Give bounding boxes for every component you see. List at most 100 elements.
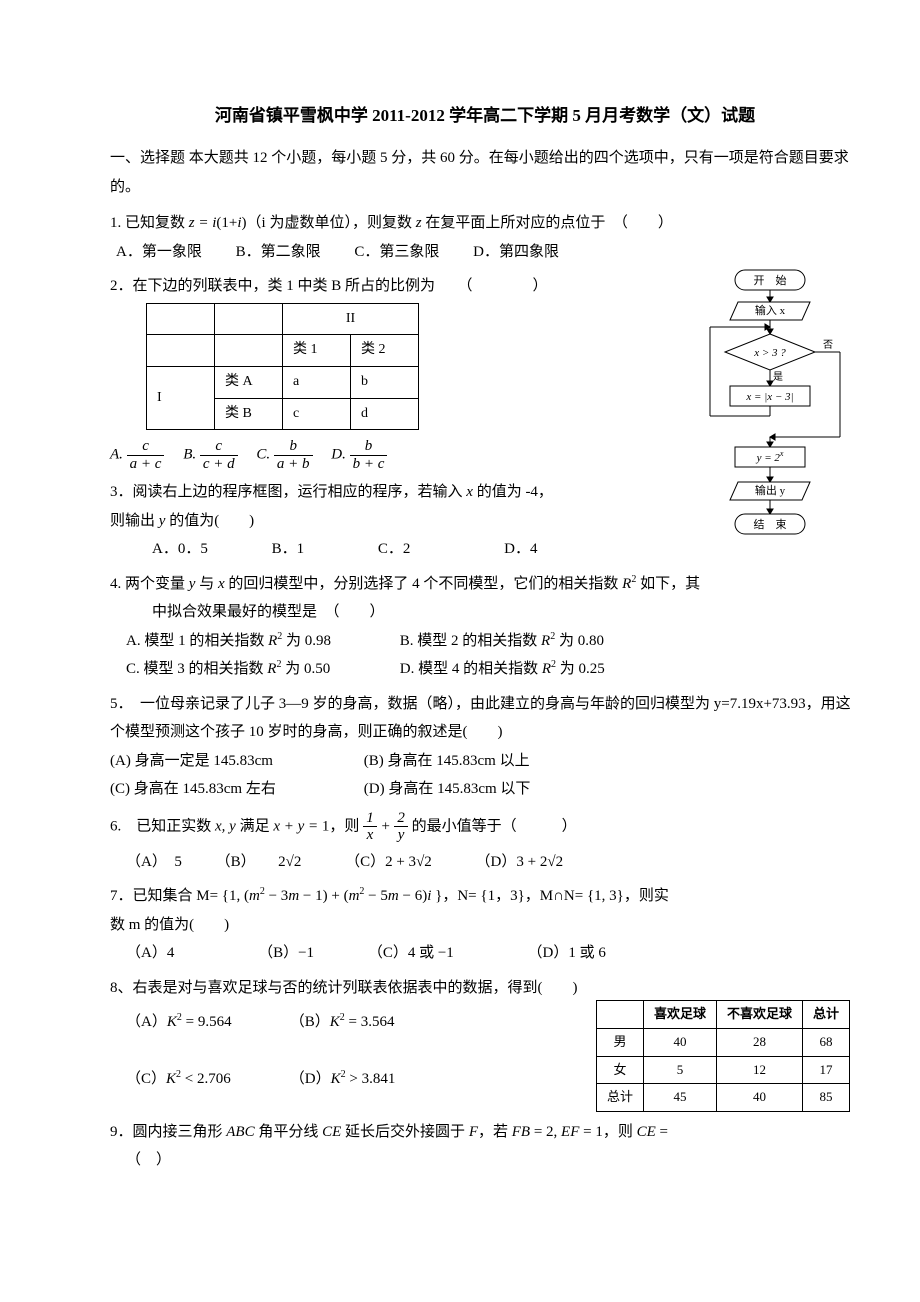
q5-opt-b: (B) 身高在 145.83cm 以上 bbox=[364, 753, 530, 769]
q8-stem: 8、右表是对与喜欢足球与否的统计列联表依据表中的数据，得到( ) bbox=[110, 974, 860, 1003]
q8-th1: 喜欢足球 bbox=[643, 1001, 716, 1029]
q2-b-num: c bbox=[200, 438, 238, 456]
question-1: 1. 已知复数 z = i(1+i)（i 为虚数单位），则复数 z 在复平面上所… bbox=[110, 209, 860, 266]
section-intro: 一、选择题 本大题共 12 个小题，每小题 5 分，共 60 分。在每小题给出的… bbox=[110, 144, 860, 201]
fc-process1: x = |x − 3| bbox=[745, 391, 793, 403]
q7-opt-a: （A）4 bbox=[126, 945, 174, 961]
q3-opt-c: C．2 bbox=[378, 541, 411, 557]
q2-opt-d-label: D. bbox=[331, 447, 346, 463]
q8-r0c3: 68 bbox=[802, 1028, 849, 1056]
q9-stem: 9．圆内接三角形 ABC 角平分线 CE 延长后交外接圆于 F，若 FB = 2… bbox=[110, 1118, 860, 1147]
q5-stem: 5． 一位母亲记录了儿子 3—9 岁的身高，数据（略），由此建立的身高与年龄的回… bbox=[110, 690, 860, 747]
q8-r1c2: 12 bbox=[716, 1056, 802, 1084]
q1-opt-d: D．第四象限 bbox=[473, 244, 559, 260]
q2-d-num: b bbox=[350, 438, 388, 456]
question-9: 9．圆内接三角形 ABC 角平分线 CE 延长后交外接圆于 F，若 FB = 2… bbox=[110, 1118, 860, 1175]
q6-stem-pre: 6. 已知正实数 x, y 满足 x + y = 1，则 bbox=[110, 818, 359, 834]
q8-r0c2: 28 bbox=[716, 1028, 802, 1056]
q1-opt-c: C．第三象限 bbox=[354, 244, 439, 260]
q2-r3c4: d bbox=[351, 398, 419, 430]
q1-opt-b: B．第二象限 bbox=[236, 244, 321, 260]
q8-r2c1: 45 bbox=[643, 1084, 716, 1112]
fc-input: 输入 x bbox=[755, 303, 786, 317]
fc-output: 输出 y bbox=[755, 483, 786, 497]
q2-opt-b-label: B. bbox=[183, 447, 196, 463]
flowchart: 开 始 输入 x x > 3 ? 是 否 x = |x − 3| y = 2x … bbox=[680, 262, 860, 562]
q6-opt-a: （A） 5 bbox=[126, 854, 182, 870]
q6-plus: + bbox=[380, 818, 394, 834]
q3-opt-d: D．4 bbox=[504, 541, 537, 557]
q8-opt-a: （A）K2 = 9.564 bbox=[126, 1008, 286, 1037]
q2-r1c3: 类 1 bbox=[283, 335, 351, 367]
q8-r1c0: 女 bbox=[596, 1056, 643, 1084]
q2-c-num: b bbox=[274, 438, 313, 456]
q7-opt-c: （C）4 或 −1 bbox=[368, 945, 454, 961]
q2-r1c2 bbox=[215, 335, 283, 367]
q2-d-den: b + c bbox=[350, 456, 388, 473]
q8-r2c2: 40 bbox=[716, 1084, 802, 1112]
q8-r2c3: 85 bbox=[802, 1084, 849, 1112]
q6-stem-post: 的最小值等于（ ） bbox=[412, 818, 577, 834]
q2-r1c1 bbox=[147, 335, 215, 367]
q6-f1-num: 1 bbox=[363, 810, 377, 828]
q9-paren: （ ） bbox=[126, 1146, 860, 1175]
q1-opt-a: A．第一象限 bbox=[116, 244, 202, 260]
q6-opt-c: （C）2 + 3√2 bbox=[345, 854, 432, 870]
q7-options: （A）4 （B）−1 （C）4 或 −1 （D）1 或 6 bbox=[126, 939, 860, 968]
q7-opt-d: （D）1 或 6 bbox=[528, 945, 606, 961]
q2-r2c1: I bbox=[147, 366, 215, 429]
q8-r2c0: 总计 bbox=[596, 1084, 643, 1112]
q2-r3c3: c bbox=[283, 398, 351, 430]
q8-th0 bbox=[596, 1001, 643, 1029]
q4-opt-b: B. 模型 2 的相关指数 R2 为 0.80 bbox=[400, 633, 604, 649]
q5-opt-c: (C) 身高在 145.83cm 左右 bbox=[110, 775, 360, 804]
q4-opt-a: A. 模型 1 的相关指数 R2 为 0.98 bbox=[126, 627, 396, 656]
q6-opt-b: （B） 2√2 bbox=[216, 854, 302, 870]
q2-r2c3: a bbox=[283, 366, 351, 398]
q2-r1c4: 类 2 bbox=[351, 335, 419, 367]
q3-opt-b: B．1 bbox=[272, 541, 305, 557]
q4-opt-d: D. 模型 4 的相关指数 R2 为 0.25 bbox=[400, 661, 605, 677]
q2-c-den: a + b bbox=[274, 456, 313, 473]
q8-r1c1: 5 bbox=[643, 1056, 716, 1084]
q2-a-num: c bbox=[127, 438, 165, 456]
question-8: 8、右表是对与喜欢足球与否的统计列联表依据表中的数据，得到( ) 喜欢足球 不喜… bbox=[110, 974, 860, 1112]
q1-stem: 1. 已知复数 z = i(1+i)（i 为虚数单位），则复数 z 在复平面上所… bbox=[110, 209, 860, 238]
q2-a-den: a + c bbox=[127, 456, 165, 473]
question-5: 5． 一位母亲记录了儿子 3—9 岁的身高，数据（略），由此建立的身高与年龄的回… bbox=[110, 690, 860, 804]
q5-opt-a: (A) 身高一定是 145.83cm bbox=[110, 747, 360, 776]
question-4: 4. 两个变量 y 与 x 的回归模型中，分别选择了 4 个不同模型，它们的相关… bbox=[110, 570, 860, 684]
q8-opt-c: （C）K2 < 2.706 bbox=[126, 1065, 286, 1094]
q4-opt-c: C. 模型 3 的相关指数 R2 为 0.50 bbox=[126, 655, 396, 684]
q2-r2c4: b bbox=[351, 366, 419, 398]
q8-r0c1: 40 bbox=[643, 1028, 716, 1056]
q6-options: （A） 5 （B） 2√2 （C）2 + 3√2 （D）3 + 2√2 bbox=[126, 848, 860, 877]
fc-start: 开 始 bbox=[754, 273, 787, 287]
q5-opt-d: (D) 身高在 145.83cm 以下 bbox=[364, 781, 531, 797]
q2-th-top: II bbox=[283, 303, 419, 335]
q8-r1c3: 17 bbox=[802, 1056, 849, 1084]
q4-stem2: 中拟合效果最好的模型是 （ ） bbox=[152, 598, 860, 627]
q2-opt-c-label: C. bbox=[256, 447, 270, 463]
question-6: 6. 已知正实数 x, y 满足 x + y = 1，则 1x + 2y 的最小… bbox=[110, 810, 860, 877]
q8-opt-b: （B）K2 = 3.564 bbox=[290, 1014, 395, 1030]
q8-r0c0: 男 bbox=[596, 1028, 643, 1056]
fc-decision: x > 3 ? bbox=[753, 347, 786, 359]
q7-opt-b: （B）−1 bbox=[258, 945, 314, 961]
q5-options: (A) 身高一定是 145.83cm (B) 身高在 145.83cm 以上 (… bbox=[110, 747, 860, 804]
fc-yes: 是 bbox=[773, 371, 783, 383]
fc-no: 否 bbox=[823, 339, 833, 351]
q6-f2-den: y bbox=[394, 827, 408, 844]
question-7: 7．已知集合 M= {1, (m2 − 3m − 1) + (m2 − 5m −… bbox=[110, 882, 860, 968]
q2-r3c2: 类 B bbox=[215, 398, 283, 430]
q8-th2: 不喜欢足球 bbox=[716, 1001, 802, 1029]
q4-options: A. 模型 1 的相关指数 R2 为 0.98 B. 模型 2 的相关指数 R2… bbox=[126, 627, 860, 684]
exam-title: 河南省镇平雪枫中学 2011-2012 学年高二下学期 5 月月考数学（文）试题 bbox=[110, 100, 860, 132]
fc-end: 结 束 bbox=[754, 518, 787, 531]
q7-stem: 7．已知集合 M= {1, (m2 − 3m − 1) + (m2 − 5m −… bbox=[110, 882, 860, 911]
fc-process2: y = 2x bbox=[756, 449, 784, 464]
q8-table: 喜欢足球 不喜欢足球 总计 男 40 28 68 女 5 12 17 总计 45… bbox=[596, 1000, 850, 1112]
q6-f2-num: 2 bbox=[394, 810, 408, 828]
q6-f1-den: x bbox=[363, 827, 377, 844]
q2-table: II 类 1 类 2 I 类 A a b 类 B c d bbox=[146, 303, 419, 430]
